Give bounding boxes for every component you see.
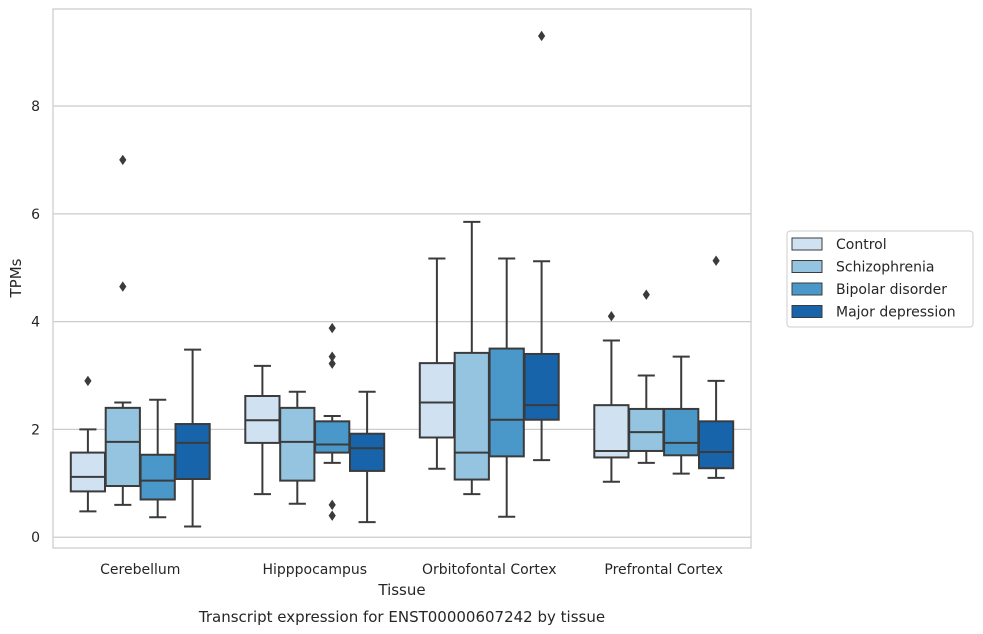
outlier-point <box>328 351 336 362</box>
box-iqr <box>628 407 665 452</box>
legend: Control Schizophrenia Bipolar disorder Majo… <box>786 230 974 328</box>
box-iqr <box>523 352 560 421</box>
box-iqr <box>69 451 107 493</box>
x-tick-label: Prefrontal Cortex <box>604 562 723 578</box>
x-axis-label: Tissue <box>377 581 425 599</box>
outlier-point <box>538 30 546 42</box>
box-control-0 <box>69 375 107 513</box>
legend-swatch <box>791 260 823 273</box>
box-schizophrenia-3 <box>628 289 665 464</box>
x-axis-ticks: Cerebellum Hipppocampus Orbitofontal Corte… <box>100 562 723 578</box>
outlier-point <box>328 499 336 511</box>
outlier-point <box>119 281 127 292</box>
box-bipolar-disorder-0 <box>139 398 176 519</box>
y-tick-label: 2 <box>31 422 40 438</box>
x-tick-label: Hipppocampus <box>262 562 367 578</box>
y-tick-label: 0 <box>31 530 40 546</box>
box-bipolar-disorder-2 <box>488 257 525 518</box>
outlier-point <box>84 375 92 387</box>
y-axis-label: TPMs <box>7 258 25 298</box>
outlier-point <box>119 154 127 166</box>
outlier-point <box>642 289 650 300</box>
box-iqr <box>453 351 490 481</box>
box-iqr <box>593 404 630 459</box>
box-control-2 <box>418 257 456 470</box>
box-iqr <box>314 420 351 454</box>
x-tick-label: Orbitofontal Cortex <box>422 562 557 578</box>
gridlines <box>53 105 751 538</box>
outlier-point <box>712 255 720 266</box>
box-bipolar-disorder-3 <box>663 355 700 475</box>
box-iqr <box>104 406 141 488</box>
box-control-3 <box>593 311 630 483</box>
box-iqr <box>279 406 316 482</box>
legend-label: Control <box>836 237 887 253</box>
box-iqr <box>697 420 735 470</box>
y-tick-label: 4 <box>31 315 40 331</box>
legend-swatch <box>791 282 823 296</box>
legend-label: Bipolar disorder <box>836 282 947 298</box>
box-schizophrenia-2 <box>453 220 490 496</box>
outlier-point <box>328 358 336 369</box>
legend-label: Major depression <box>836 305 956 321</box>
box-control-1 <box>244 364 281 496</box>
legend-swatch <box>791 305 823 318</box>
x-tick-label: Cerebellum <box>100 562 180 578</box>
box-iqr <box>174 423 211 481</box>
plot-frame <box>52 8 752 549</box>
box-iqr <box>139 453 176 501</box>
box-major-depression-3 <box>697 255 735 479</box>
outlier-point <box>328 322 336 334</box>
box-major-depression-1 <box>348 390 386 524</box>
legend-label: Schizophrenia <box>836 260 934 276</box>
box-iqr <box>663 407 700 457</box>
y-tick-label: 6 <box>31 207 40 223</box>
box-iqr <box>348 432 386 472</box>
outlier-point <box>607 311 615 322</box>
chart-caption: Transcript expression for ENST0000060724… <box>198 608 605 626</box>
legend-frame <box>786 230 974 328</box>
box-iqr <box>488 347 525 458</box>
boxes-layer <box>69 30 735 528</box>
box-iqr <box>418 362 456 439</box>
legend-swatch <box>791 237 823 251</box>
box-major-depression-0 <box>174 348 211 528</box>
outlier-point <box>328 510 336 521</box>
box-major-depression-2 <box>523 30 560 462</box>
y-axis-ticks: 0 2 4 6 8 <box>31 99 40 546</box>
box-bipolar-disorder-1 <box>314 322 351 521</box>
y-tick-label: 8 <box>31 99 40 115</box>
box-schizophrenia-0 <box>104 154 141 506</box>
